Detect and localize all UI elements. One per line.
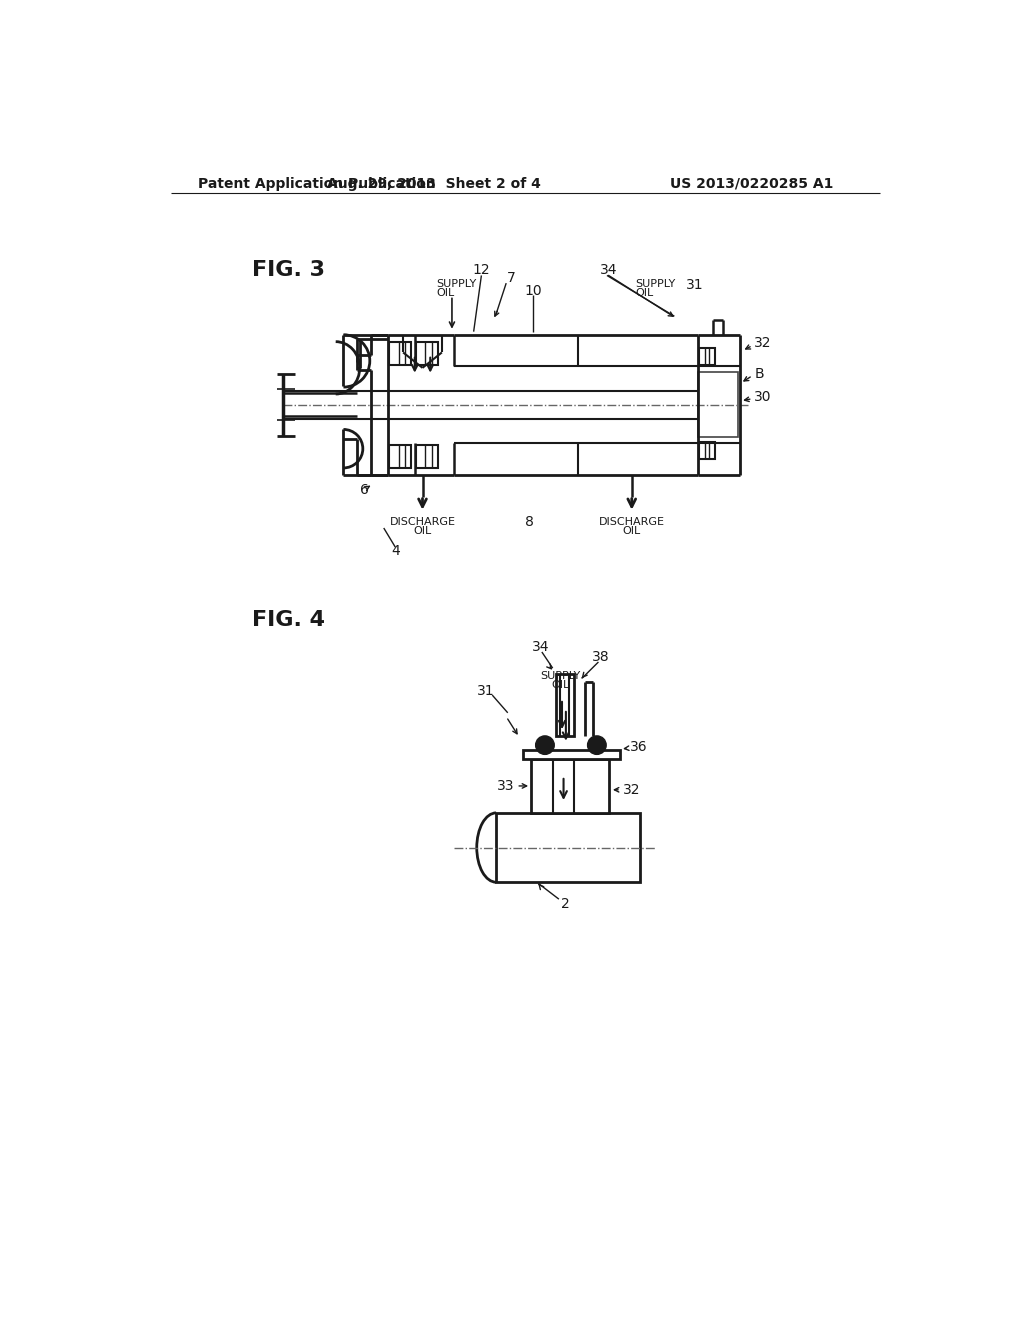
Text: 38: 38 — [592, 651, 609, 664]
Text: 34: 34 — [600, 263, 617, 277]
Text: DISCHARGE: DISCHARGE — [389, 517, 456, 527]
Circle shape — [588, 737, 606, 755]
Text: 31: 31 — [686, 279, 703, 293]
Text: 32: 32 — [623, 783, 640, 797]
Bar — [556, 675, 573, 737]
Text: 2: 2 — [561, 896, 570, 911]
Text: B: B — [755, 367, 764, 381]
Bar — [417, 342, 438, 364]
Bar — [417, 445, 438, 469]
Text: 7: 7 — [507, 271, 516, 285]
Text: OIL: OIL — [636, 288, 654, 298]
Text: 30: 30 — [755, 391, 772, 404]
Text: Patent Application Publication: Patent Application Publication — [198, 177, 435, 191]
Text: 10: 10 — [524, 284, 542, 298]
Text: FIG. 4: FIG. 4 — [252, 610, 325, 631]
Text: SUPPLY: SUPPLY — [541, 671, 581, 681]
Text: 8: 8 — [525, 515, 534, 529]
Text: OIL: OIL — [436, 288, 455, 298]
Bar — [389, 445, 411, 469]
Circle shape — [536, 737, 554, 755]
Bar — [389, 342, 411, 364]
Bar — [699, 442, 715, 459]
Text: SUPPLY: SUPPLY — [436, 279, 477, 289]
Text: 12: 12 — [473, 263, 490, 277]
Text: US 2013/0220285 A1: US 2013/0220285 A1 — [671, 177, 834, 191]
Bar — [697, 372, 738, 437]
Text: 6: 6 — [360, 483, 369, 496]
Text: FIG. 3: FIG. 3 — [252, 260, 325, 280]
Text: DISCHARGE: DISCHARGE — [599, 517, 665, 527]
Text: 32: 32 — [755, 337, 772, 350]
Text: 31: 31 — [477, 684, 495, 698]
Text: OIL: OIL — [551, 680, 569, 690]
Text: Aug. 29, 2013  Sheet 2 of 4: Aug. 29, 2013 Sheet 2 of 4 — [328, 177, 541, 191]
Bar — [531, 759, 608, 813]
Text: 4: 4 — [391, 544, 399, 558]
Text: OIL: OIL — [414, 527, 432, 536]
Bar — [699, 348, 715, 364]
Text: 36: 36 — [630, 741, 648, 755]
Bar — [523, 750, 621, 759]
Text: 33: 33 — [497, 779, 514, 793]
Text: 34: 34 — [531, 640, 549, 655]
Text: SUPPLY: SUPPLY — [636, 279, 676, 289]
Text: OIL: OIL — [623, 527, 641, 536]
Bar — [496, 813, 640, 882]
